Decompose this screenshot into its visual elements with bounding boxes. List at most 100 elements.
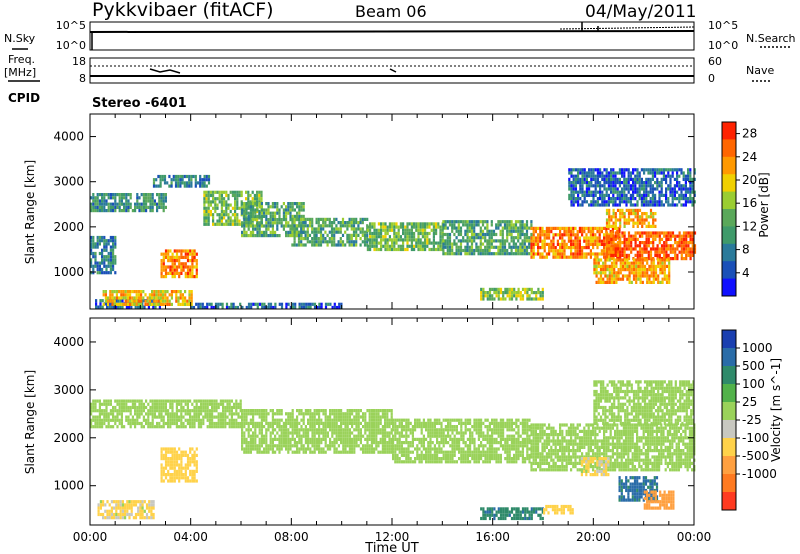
heatmap-cell — [357, 431, 360, 435]
heatmap-cell — [162, 262, 165, 266]
heatmap-cell — [109, 235, 112, 240]
heatmap-cell — [179, 181, 182, 185]
heatmap-cell — [147, 418, 150, 422]
heatmap-cell — [337, 434, 340, 438]
heatmap-cell — [131, 402, 134, 406]
heatmap-cell — [619, 277, 622, 281]
heatmap-cell — [508, 223, 511, 227]
heatmap-cell — [532, 236, 535, 240]
heatmap-cell — [249, 434, 252, 438]
heatmap-cell — [636, 193, 639, 197]
heatmap-cell — [203, 206, 206, 210]
heatmap-cell — [663, 261, 666, 265]
heatmap-cell — [131, 209, 134, 213]
heatmap-cell — [302, 415, 305, 419]
heatmap-cell — [585, 200, 588, 204]
heatmap-cell — [373, 428, 376, 432]
heatmap-cell — [114, 235, 117, 240]
heatmap-cell — [256, 197, 259, 201]
heatmap-cell — [680, 184, 683, 188]
heatmap-cell — [94, 251, 97, 256]
heatmap-cell — [256, 214, 259, 218]
heatmap-cell — [384, 247, 387, 252]
heatmap-cell — [517, 232, 520, 237]
heatmap-cell — [594, 184, 597, 188]
heatmap-cell — [608, 250, 611, 254]
heatmap-cell — [124, 302, 127, 306]
heatmap-cell — [612, 197, 615, 201]
heatmap-cell — [634, 253, 637, 257]
heatmap-cell — [585, 255, 588, 259]
heatmap-cell — [235, 399, 238, 403]
heatmap-cell — [141, 302, 144, 306]
heatmap-cell — [628, 280, 631, 284]
heatmap-cell — [149, 209, 152, 213]
heatmap-cell — [238, 206, 241, 210]
heatmap-cell — [169, 412, 172, 416]
heatmap-cell — [662, 193, 665, 197]
heatmap-cell — [160, 193, 163, 197]
heatmap-cell — [320, 421, 323, 425]
heatmap-cell — [678, 168, 681, 172]
heatmap-cell — [641, 253, 644, 257]
heatmap-cell — [532, 291, 536, 295]
heatmap-cell — [366, 230, 369, 234]
heatmap-cell — [172, 174, 175, 179]
heatmap-cell — [606, 258, 609, 262]
heatmap-cell — [598, 226, 601, 230]
heatmap-cell — [665, 247, 668, 251]
heatmap-cell — [175, 412, 178, 416]
heatmap-cell — [136, 405, 139, 410]
heatmap-cell — [263, 425, 266, 429]
heatmap-cell — [634, 174, 637, 178]
heatmap-cell — [104, 293, 107, 297]
heatmap-cell — [211, 399, 214, 403]
heatmap-cell — [285, 224, 288, 228]
heatmap-cell — [173, 268, 176, 272]
heatmap-cell — [554, 246, 557, 250]
heatmap-cell — [391, 241, 394, 245]
noise-right-tick-bottom: 10^0 — [708, 39, 738, 52]
heatmap-cell — [265, 208, 268, 212]
heatmap-cell — [645, 200, 648, 204]
heatmap-cell — [468, 226, 471, 230]
heatmap-cell — [589, 242, 592, 246]
heatmap-cell — [585, 181, 588, 185]
heatmap-cell — [607, 171, 610, 175]
heatmap-cell — [426, 238, 429, 242]
heatmap-cell — [656, 181, 659, 185]
heatmap-cell — [245, 208, 248, 212]
heatmap-cell — [241, 415, 244, 419]
heatmap-cell — [375, 247, 378, 252]
heatmap-cell — [296, 214, 299, 218]
heatmap-cell — [393, 235, 396, 239]
heatmap-cell — [424, 244, 427, 248]
heatmap-cell — [105, 193, 108, 197]
heatmap-cell — [205, 174, 208, 179]
heatmap-cell — [665, 193, 668, 197]
heatmap-cell — [249, 200, 252, 204]
heatmap-cell — [647, 184, 650, 188]
heatmap-cell — [296, 428, 299, 432]
heatmap-cell — [638, 234, 642, 238]
heatmap-cell — [592, 233, 595, 237]
heatmap-cell — [636, 174, 639, 178]
heatmap-cell — [673, 203, 676, 207]
heatmap-cell — [287, 221, 290, 225]
heatmap-cell — [105, 245, 108, 249]
heatmap-cell — [510, 252, 513, 256]
heatmap-cell — [184, 302, 187, 306]
heatmap-cell — [588, 190, 591, 194]
heatmap-cell — [147, 415, 150, 419]
heatmap-cell — [448, 252, 452, 256]
heatmap-cell — [213, 409, 216, 413]
heatmap-cell — [645, 218, 648, 222]
heatmap-cell — [608, 212, 611, 216]
heatmap-cell — [627, 168, 630, 172]
heatmap-cell — [348, 434, 351, 438]
heatmap-cell — [296, 418, 299, 422]
heatmap-cell — [118, 409, 121, 413]
heatmap-cell — [592, 246, 595, 250]
heatmap-cell — [324, 421, 327, 425]
heatmap-cell — [344, 428, 347, 432]
